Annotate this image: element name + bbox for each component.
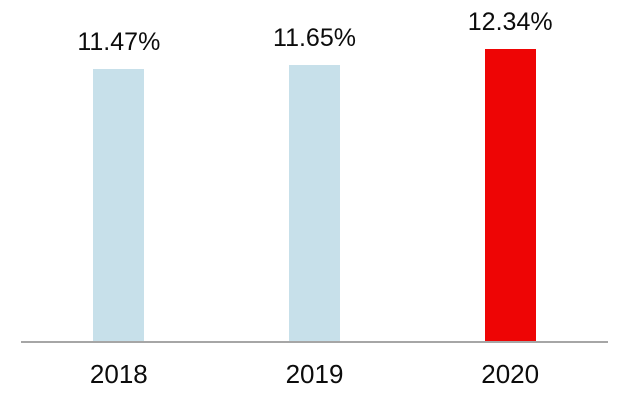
x-axis-labels: 2018 2019 2020 [21, 361, 608, 387]
bar-2019 [289, 65, 340, 341]
bar-group-2019: 11.65% [217, 0, 413, 341]
x-axis-label-2018: 2018 [89, 359, 148, 389]
bar-value-label: 12.34% [467, 7, 553, 36]
bar-value-label: 11.65% [273, 23, 356, 52]
bar-group-2020: 12.34% [412, 0, 608, 341]
plot-area: 11.47% 11.65% 12.34% [21, 0, 608, 341]
bar-group-2018: 11.47% [21, 0, 217, 341]
x-axis-label-2020: 2020 [481, 359, 540, 389]
bar-2020 [484, 49, 536, 341]
x-axis-line [21, 341, 608, 343]
bar-value-label: 11.47% [77, 27, 161, 56]
x-axis-label-2019: 2019 [285, 359, 344, 389]
bar-2018 [93, 69, 145, 341]
